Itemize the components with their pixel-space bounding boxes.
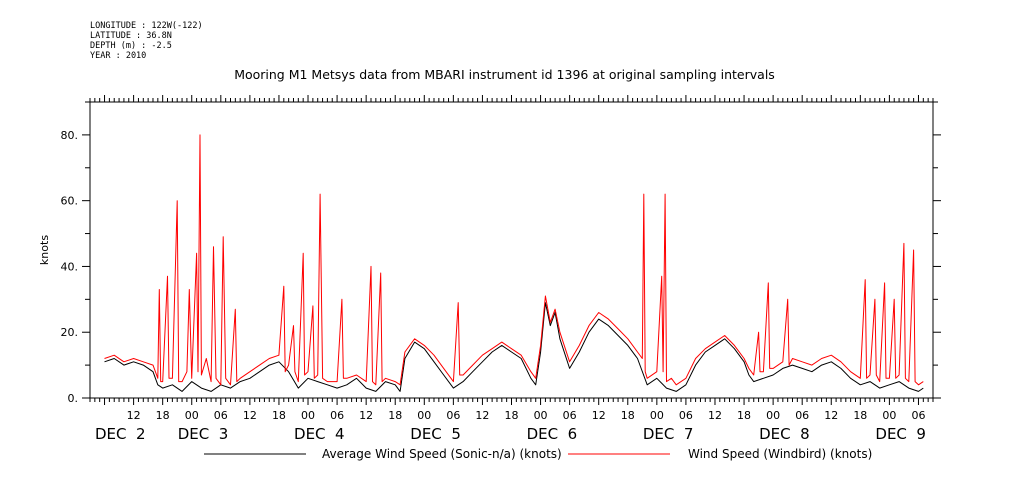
x-tick-label: 06 <box>446 409 460 422</box>
chart-title: Mooring M1 Metsys data from MBARI instru… <box>234 67 775 82</box>
x-tick-label: 18 <box>853 409 867 422</box>
x-tick-label: 12 <box>243 409 257 422</box>
series-line-average-wind-speed <box>104 302 924 392</box>
legend-label-average-wind-speed: Average Wind Speed (Sonic-n/a) (knots) <box>322 447 562 461</box>
x-tick-label: 18 <box>272 409 286 422</box>
x-tick-label: 12 <box>127 409 141 422</box>
day-label: DEC 3 <box>178 425 229 443</box>
plot-axes <box>82 95 941 405</box>
x-tick-label: 12 <box>592 409 606 422</box>
x-tick-label: 00 <box>185 409 199 422</box>
x-tick-label: 00 <box>766 409 780 422</box>
x-tick-label: 18 <box>156 409 170 422</box>
legend: Average Wind Speed (Sonic-n/a) (knots) Wi… <box>204 447 872 461</box>
meta-year: YEAR : 2010 <box>90 51 147 61</box>
y-tick-label: 20. <box>61 326 79 339</box>
x-tick-label: 00 <box>882 409 896 422</box>
x-tick-label: 06 <box>330 409 344 422</box>
x-tick-label: 06 <box>795 409 809 422</box>
day-label: DEC 4 <box>294 425 345 443</box>
meta-depth: DEPTH (m) : -2.5 <box>90 41 172 51</box>
meta-longitude: LONGITUDE : 122W(-122) <box>90 21 203 31</box>
metadata-block: LONGITUDE : 122W(-122) LATITUDE : 36.8N … <box>90 21 203 61</box>
day-label: DEC 9 <box>875 425 926 443</box>
x-tick-label: 18 <box>621 409 635 422</box>
x-tick-label: 12 <box>708 409 722 422</box>
y-axis-label: knots <box>38 235 51 265</box>
meta-latitude: LATITUDE : 36.8N <box>90 31 172 41</box>
x-tick-label: 12 <box>824 409 838 422</box>
x-tick-label: 12 <box>475 409 489 422</box>
day-label: DEC 7 <box>643 425 694 443</box>
x-tick-label: 12 <box>359 409 373 422</box>
y-tick-label: 40. <box>61 260 79 273</box>
day-label: DEC 6 <box>527 425 578 443</box>
series-layer <box>104 134 924 392</box>
legend-label-windbird-wind-speed: Wind Speed (Windbird) (knots) <box>688 447 872 461</box>
x-tick-label: 00 <box>301 409 315 422</box>
y-tick-label: 0. <box>68 392 79 405</box>
x-tick-label: 18 <box>388 409 402 422</box>
x-tick-label: 00 <box>417 409 431 422</box>
y-tick-label: 80. <box>61 129 79 142</box>
day-label: DEC 5 <box>410 425 461 443</box>
x-tick-label: 18 <box>737 409 751 422</box>
day-label: DEC 2 <box>95 425 146 443</box>
x-tick-label: 00 <box>650 409 664 422</box>
x-tick-label: 18 <box>505 409 519 422</box>
plot-frame <box>89 101 934 399</box>
tick-labels: 0. 20. 40. 60. 80. knots 12 18 00 06 12 18 00 06 12 18 0… <box>38 129 926 443</box>
x-tick-label: 00 <box>534 409 548 422</box>
x-tick-label: 06 <box>214 409 228 422</box>
series-line-windbird-wind-speed <box>104 134 924 386</box>
x-tick-label: 06 <box>563 409 577 422</box>
y-tick-label: 60. <box>61 195 79 208</box>
x-tick-label: 06 <box>911 409 925 422</box>
x-tick-label: 06 <box>679 409 693 422</box>
day-label: DEC 8 <box>759 425 810 443</box>
